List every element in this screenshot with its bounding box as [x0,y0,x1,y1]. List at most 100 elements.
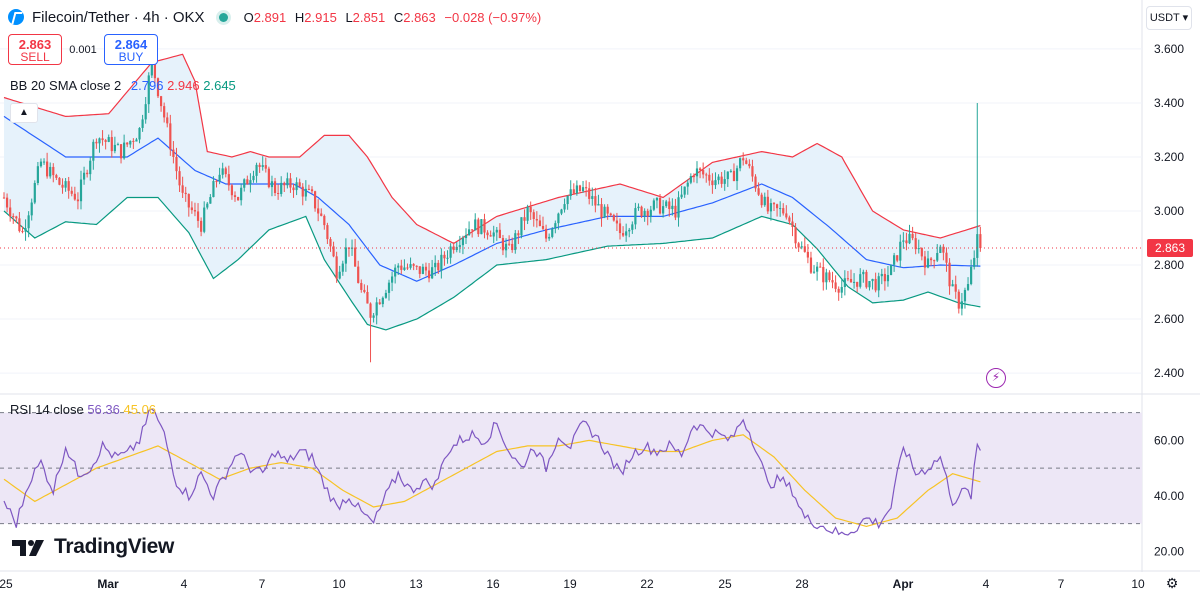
candle-body [181,185,184,193]
bb-upper-value: 2.946 [167,78,200,93]
candle-body [923,256,927,268]
currency-select[interactable]: USDT ▾ [1146,6,1192,30]
candle-body [169,123,172,150]
time-tick-label: 22 [640,577,654,591]
candle-body [926,258,930,268]
time-tick-label: 4 [181,577,188,591]
candle-body [742,158,745,161]
candle-body [671,205,674,210]
candle-body [578,185,582,192]
candle-body [116,144,120,146]
buy-label: BUY [118,50,144,64]
candle-body [467,229,471,236]
candle-body [270,181,274,188]
candle-body [606,206,609,214]
candle-body [886,274,890,282]
candle-body [357,266,360,283]
candle-body [64,181,67,188]
candle-body [665,201,668,207]
gear-icon[interactable]: ⚙ [1165,575,1179,591]
candle-body [42,161,46,163]
bb-basis-value: 2.796 [130,78,164,93]
candle-body [908,233,911,244]
candle-body [905,240,908,244]
candle-body [889,264,893,275]
collapse-legend-button[interactable]: ▲ [10,103,38,123]
bollinger-upper-line [3,53,981,245]
candle-body [233,195,237,198]
candle-body [21,231,24,233]
candle-body [902,240,905,242]
candle-body [775,204,779,209]
chevron-up-icon: ▲ [19,107,29,118]
sell-button[interactable]: 2.863 SELL [8,34,62,65]
candle-body [942,246,945,253]
candle-body [249,180,252,185]
candle-body [5,197,9,208]
candle-body [335,256,338,279]
candle-body [751,166,754,177]
candle-body [397,265,400,268]
candle-body [82,172,86,180]
lightning-icon[interactable]: ⚡ [986,368,1006,388]
candle-body [320,213,323,216]
candle-body [788,217,791,222]
candle-body [874,278,877,291]
candle-body [819,266,822,268]
symbol-title[interactable]: Filecoin/Tether · 4h · OKX [32,8,205,26]
candle-body [175,156,178,172]
rsi-legend[interactable]: RSI 14 close 56.36 45.06 [10,402,156,417]
candle-body [520,217,523,236]
candle-body [461,238,465,246]
bb-lower-value: 2.645 [203,78,236,93]
candle-body [126,142,129,145]
candle-body [834,282,837,289]
candle-body [73,193,76,200]
candle-body [504,243,508,251]
candle-body [338,271,341,279]
spread-value: 0.001 [69,43,97,56]
rsi-line [3,408,981,536]
time-tick-label: 25 [0,577,13,591]
candle-body [424,266,428,271]
rsi-tick-label: 20.00 [1154,544,1184,558]
candle-body [566,195,569,205]
high-value: 2.915 [304,9,337,25]
candle-body [418,266,421,274]
candle-body [360,282,363,290]
candle-body [929,258,933,261]
candle-body [763,196,766,206]
candle-body [726,171,729,180]
candle-body [628,229,631,232]
candle-body [471,229,474,231]
candle-body [36,166,39,184]
candle-body [662,206,665,214]
candle-body [243,179,246,188]
time-tick-label: 19 [563,577,577,591]
candle-body [535,219,538,221]
candle-body [264,165,267,169]
candle-body [597,204,600,206]
candle-body [800,246,803,248]
bollinger-legend[interactable]: BB 20 SMA close 2 2.796 2.946 2.645 [10,78,236,93]
candle-body [227,174,230,186]
candle-body [831,280,834,283]
candle-body [129,140,132,145]
candle-body [138,127,141,140]
buy-button[interactable]: 2.864 BUY [104,34,158,65]
candle-body [658,197,662,214]
close-label: C [393,9,404,25]
candle-body [267,168,270,188]
candle-body [812,271,816,273]
candle-body [310,189,314,192]
candle-body [769,203,773,212]
candle-body [976,234,979,258]
candle-body [745,160,748,164]
candle-body [865,271,868,288]
candle-body [366,291,369,304]
price-tick-label: 2.400 [1154,366,1184,380]
candle-body [643,210,646,217]
candle-body [76,199,80,202]
rsi-title: RSI 14 close [10,402,84,417]
